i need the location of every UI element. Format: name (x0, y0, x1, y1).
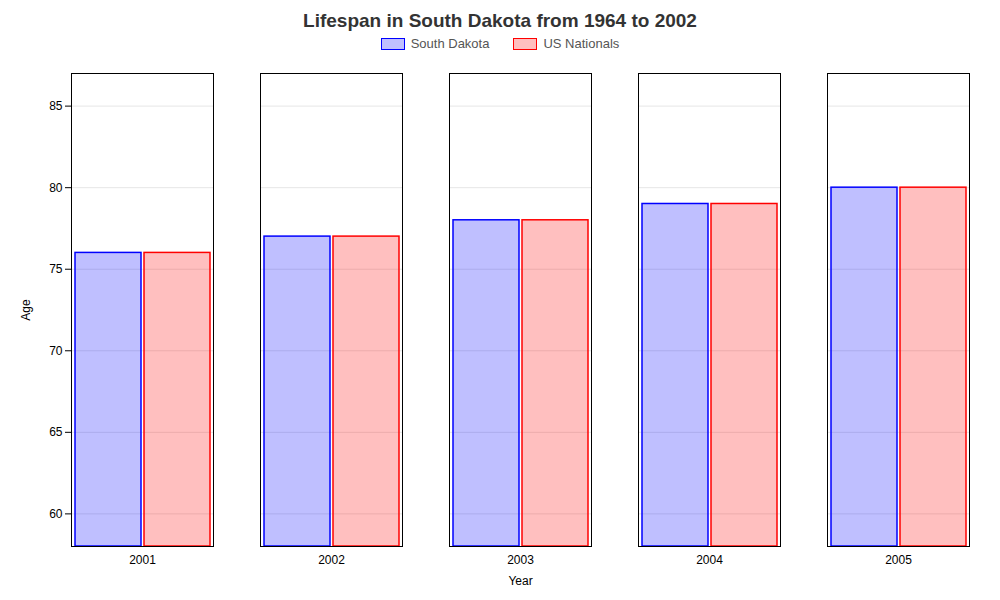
svg-text:70: 70 (49, 344, 63, 358)
svg-text:Year: Year (508, 574, 532, 588)
html-text:South Dakota: South Dakota (410, 36, 490, 51)
svg-text:75: 75 (49, 262, 63, 276)
svg-text:2005: 2005 (885, 553, 912, 567)
svg-text:Age: Age (19, 299, 33, 321)
svg-text:2004: 2004 (696, 553, 723, 567)
svg-text:85: 85 (49, 99, 63, 113)
svg-text:80: 80 (49, 181, 63, 195)
svg-text:60: 60 (49, 507, 63, 521)
html-text:Lifespan in South Dakota from: Lifespan in South Dakota from 1964 to 20… (303, 10, 697, 31)
svg-text:2002: 2002 (318, 553, 345, 567)
svg-text:2001: 2001 (129, 553, 156, 567)
svg-text:65: 65 (49, 425, 63, 439)
html-text:US Nationals: US Nationals (543, 36, 620, 51)
svg-text:2003: 2003 (507, 553, 534, 567)
